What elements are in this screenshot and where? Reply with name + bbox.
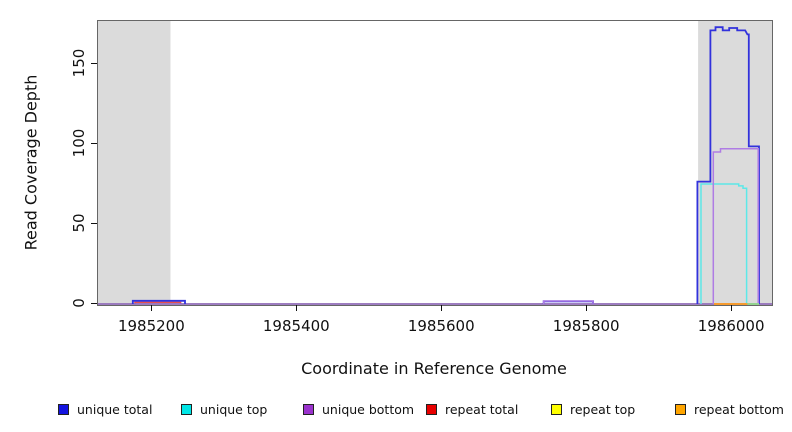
x-tick-label: 1985800 bbox=[552, 317, 620, 335]
x-axis-title: Coordinate in Reference Genome bbox=[301, 359, 567, 378]
legend-label: repeat total bbox=[445, 401, 519, 417]
legend-entry-unique-total: unique total bbox=[58, 400, 152, 418]
plot-area bbox=[97, 20, 773, 306]
y-axis-title-wrap: Read Coverage Depth bbox=[14, 20, 48, 304]
legend-swatch-icon bbox=[551, 403, 562, 415]
x-tick-label: 1986000 bbox=[697, 317, 765, 335]
x-tick-label: 1985400 bbox=[262, 317, 330, 335]
y-tick-label: 100 bbox=[70, 128, 88, 158]
unique-total-line bbox=[131, 299, 186, 304]
y-axis-title: Read Coverage Depth bbox=[21, 74, 41, 250]
y-tick-mark bbox=[91, 143, 97, 144]
legend-swatch-icon bbox=[181, 403, 192, 415]
y-tick-mark bbox=[91, 303, 97, 304]
legend-swatch-icon bbox=[675, 403, 686, 415]
y-tick-label: 150 bbox=[70, 48, 88, 78]
highlight-region-1 bbox=[98, 21, 171, 305]
legend-swatch-icon bbox=[58, 403, 69, 415]
coverage-line-chart bbox=[98, 21, 772, 305]
legend-swatch-icon bbox=[303, 403, 314, 415]
y-tick-label: 0 bbox=[70, 298, 88, 308]
highlight-region-2 bbox=[698, 21, 772, 305]
legend-swatch-icon bbox=[426, 403, 437, 415]
legend-entry-repeat-top: repeat top bbox=[551, 400, 635, 418]
legend-label: unique total bbox=[77, 401, 153, 417]
x-tick-mark bbox=[586, 305, 588, 311]
legend-entry-repeat-bottom: repeat bottom bbox=[675, 400, 784, 418]
y-tick-mark bbox=[91, 223, 97, 224]
x-tick-mark bbox=[151, 305, 153, 311]
repeat-total-line bbox=[134, 301, 182, 304]
unique-bottom-line bbox=[542, 300, 594, 304]
legend-entry-unique-top: unique top bbox=[181, 400, 267, 418]
legend-label: unique bottom bbox=[322, 401, 415, 417]
x-tick-label: 1985600 bbox=[407, 317, 475, 335]
x-tick-mark bbox=[731, 305, 733, 311]
x-tick-label: 1985200 bbox=[117, 317, 185, 335]
unique-total-line bbox=[696, 26, 760, 304]
y-tick-mark bbox=[91, 63, 97, 64]
legend-label: repeat bottom bbox=[694, 401, 784, 417]
legend: unique total unique top unique bottom repea… bbox=[0, 400, 792, 422]
x-tick-mark bbox=[441, 305, 443, 311]
y-tick-label: 50 bbox=[70, 213, 88, 233]
x-tick-mark bbox=[296, 305, 298, 311]
legend-entry-repeat-total: repeat total bbox=[426, 400, 518, 418]
legend-label: repeat top bbox=[570, 401, 636, 417]
unique-bottom-line bbox=[712, 148, 759, 304]
legend-entry-unique-bottom: unique bottom bbox=[303, 400, 414, 418]
unique-top-line bbox=[700, 183, 748, 304]
legend-label: unique top bbox=[200, 401, 268, 417]
